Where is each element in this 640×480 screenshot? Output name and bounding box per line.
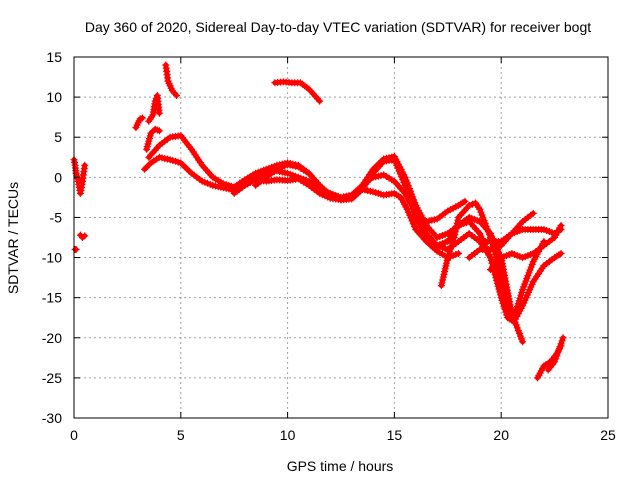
series-markers bbox=[143, 125, 163, 153]
x-tick-label: 5 bbox=[177, 427, 185, 443]
data-series-s20 bbox=[271, 78, 324, 105]
series-markers bbox=[271, 78, 324, 105]
y-tick-label: -5 bbox=[50, 209, 63, 225]
y-tick-label: -10 bbox=[42, 250, 62, 266]
series-markers bbox=[71, 246, 80, 253]
x-tick-label: 10 bbox=[280, 427, 296, 443]
x-tick-label: 15 bbox=[387, 427, 403, 443]
y-tick-label: 5 bbox=[54, 129, 62, 145]
y-tick-label: -15 bbox=[42, 290, 62, 306]
series-markers bbox=[132, 114, 146, 132]
y-axis-label: SDTVAR / TECUs bbox=[5, 182, 21, 294]
series-markers bbox=[476, 209, 537, 245]
x-tick-label: 25 bbox=[600, 427, 616, 443]
y-tick-label: 15 bbox=[46, 49, 62, 65]
series-markers bbox=[72, 161, 89, 197]
series-markers bbox=[437, 199, 548, 322]
data-series-s2 bbox=[72, 161, 89, 197]
series-markers bbox=[422, 197, 469, 225]
x-tick-label: 0 bbox=[70, 427, 78, 443]
data-series-s13 bbox=[422, 197, 469, 225]
series-markers bbox=[76, 231, 89, 241]
y-tick-label: -30 bbox=[42, 410, 62, 426]
series-markers bbox=[487, 222, 565, 274]
y-tick-label: 10 bbox=[46, 89, 62, 105]
data-series-s12 bbox=[252, 156, 527, 346]
data-series-s6 bbox=[145, 92, 163, 125]
plot-frame bbox=[73, 56, 609, 419]
data-series-s5 bbox=[132, 114, 146, 132]
data-series-s17 bbox=[476, 209, 537, 245]
data-series-s4 bbox=[76, 231, 89, 241]
axis-ticks: 0 5 10 15 20 25 15 10 5 0 -5 -10 -15 -20 -25 -30 bbox=[42, 49, 616, 443]
x-axis-label: GPS time / hours bbox=[287, 458, 394, 474]
series-markers bbox=[145, 92, 163, 125]
x-tick-label: 20 bbox=[493, 427, 509, 443]
data-series-s7 bbox=[162, 61, 180, 99]
y-tick-label: 0 bbox=[54, 169, 62, 185]
series-trail bbox=[146, 133, 511, 305]
series-markers bbox=[162, 61, 180, 99]
data-series-s11 bbox=[230, 167, 565, 326]
y-tick-label: -20 bbox=[42, 330, 62, 346]
data-series-s19 bbox=[544, 334, 567, 374]
data-series-s8 bbox=[143, 125, 163, 153]
data-series-s14 bbox=[437, 199, 548, 322]
data-series-s16 bbox=[487, 222, 565, 274]
chart-title: Day 360 of 2020, Sidereal Day-to-day VTE… bbox=[85, 19, 591, 35]
data-series-layer bbox=[70, 61, 567, 382]
series-markers bbox=[544, 334, 567, 374]
series-markers bbox=[230, 167, 565, 326]
data-series-s3 bbox=[71, 246, 80, 253]
y-tick-label: -25 bbox=[42, 370, 62, 386]
